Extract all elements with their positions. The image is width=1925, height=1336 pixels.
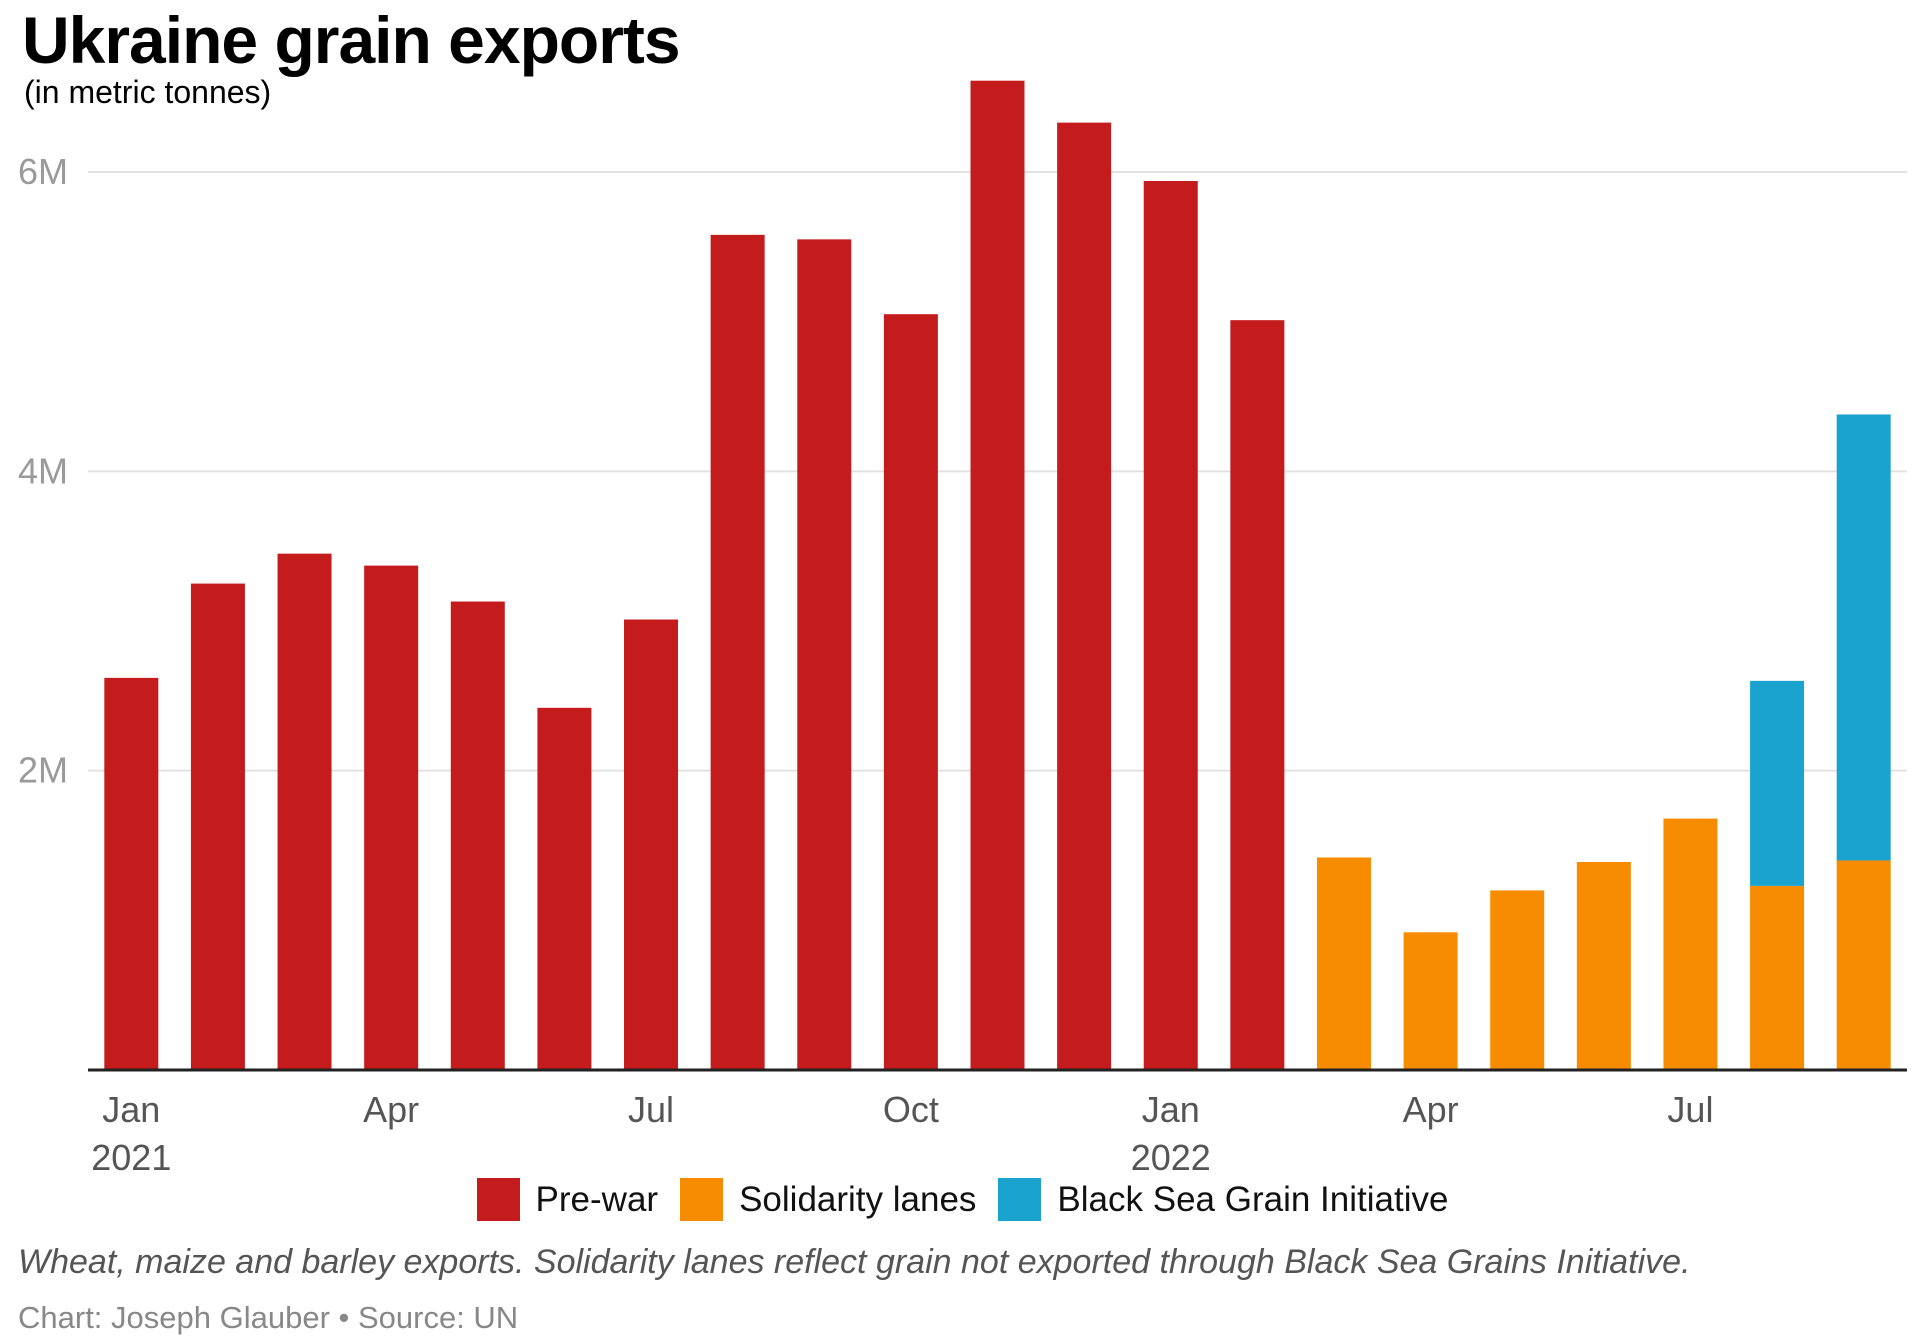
- bar-chart: 2M 4M 6M Jan 2021 Apr Jul Oct Jan 2022 Apr Jul: [18, 80, 1907, 1175]
- bar-pre-war-2021-03: [277, 553, 332, 1070]
- x-axis-ticks: Jan 2021 Apr Jul Oct Jan 2022 Apr Jul: [91, 1089, 1713, 1175]
- legend-item-pre-war: Pre-war: [476, 1178, 659, 1221]
- bar-solidarity-lanes-2022-04: [1403, 932, 1458, 1070]
- bar-solidarity-lanes-2022-09: [1836, 860, 1891, 1070]
- bar-solidarity-lanes-2022-08: [1750, 885, 1805, 1070]
- bar-black-sea-grain-initiative-2022-08: [1750, 680, 1805, 886]
- legend-item-black-sea-grain-initiative: Black Sea Grain Initiative: [998, 1178, 1448, 1221]
- x-tick-label: Oct: [883, 1089, 939, 1130]
- legend-swatch: [998, 1178, 1042, 1221]
- bar-pre-war-2021-12: [1057, 122, 1112, 1071]
- bar-solidarity-lanes-2022-06: [1576, 861, 1631, 1070]
- chart-subtitle: (in metric tonnes): [24, 74, 272, 110]
- x-tick-year: 2021: [91, 1137, 171, 1175]
- x-tick-label: Jul: [628, 1089, 674, 1130]
- y-tick-label: 6M: [18, 151, 68, 192]
- bar-pre-war-2021-10: [883, 314, 938, 1070]
- legend-label: Pre-war: [535, 1179, 659, 1219]
- chart-credit: Chart: Joseph Glauber • Source: UN: [18, 1300, 519, 1335]
- bar-pre-war-2021-08: [710, 234, 765, 1071]
- bar-pre-war-2021-11: [970, 80, 1025, 1071]
- legend-swatch: [476, 1178, 520, 1221]
- bar-solidarity-lanes-2022-03: [1316, 857, 1371, 1070]
- y-tick-label: 4M: [18, 450, 68, 491]
- bar-pre-war-2021-02: [190, 583, 245, 1070]
- x-tick-month: Jul: [1667, 1089, 1713, 1130]
- y-axis-ticks: 2M 4M 6M: [18, 151, 68, 791]
- chart-title: Ukraine grain exports: [22, 3, 681, 77]
- bar-pre-war-2022-02: [1230, 320, 1285, 1070]
- bar-pre-war-2022-01: [1143, 180, 1198, 1071]
- x-tick-label: Jul: [1667, 1089, 1713, 1130]
- legend-swatch: [680, 1178, 724, 1221]
- x-tick-month: Jul: [628, 1089, 674, 1130]
- legend: Pre-war Solidarity lanes Black Sea Grain I…: [0, 1178, 1925, 1221]
- bars: [104, 80, 1891, 1071]
- x-tick-month: Jan: [1142, 1089, 1200, 1130]
- x-tick-month: Oct: [883, 1089, 939, 1130]
- x-tick-month: Apr: [1403, 1089, 1459, 1130]
- legend-label: Solidarity lanes: [739, 1179, 977, 1219]
- chart-note: Wheat, maize and barley exports. Solidar…: [18, 1243, 1691, 1281]
- x-tick-label: Jan 2021: [91, 1089, 171, 1175]
- bar-solidarity-lanes-2022-07: [1663, 818, 1718, 1070]
- x-tick-label: Apr: [1403, 1089, 1459, 1130]
- legend-item-solidarity-lanes: Solidarity lanes: [680, 1178, 976, 1221]
- bar-black-sea-grain-initiative-2022-09: [1836, 414, 1891, 861]
- x-tick-year: 2022: [1131, 1137, 1211, 1175]
- bar-pre-war-2021-04: [364, 565, 419, 1070]
- bar-pre-war-2021-05: [450, 601, 505, 1070]
- bar-pre-war-2021-01: [104, 677, 159, 1070]
- legend-label: Black Sea Grain Initiative: [1057, 1179, 1449, 1219]
- bar-pre-war-2021-06: [537, 707, 592, 1070]
- bar-pre-war-2021-09: [797, 239, 852, 1071]
- x-tick-label: Jan 2022: [1131, 1089, 1211, 1175]
- x-tick-month: Apr: [363, 1089, 419, 1130]
- x-tick-label: Apr: [363, 1089, 419, 1130]
- bar-pre-war-2021-07: [624, 619, 679, 1070]
- bar-solidarity-lanes-2022-05: [1490, 890, 1545, 1070]
- y-tick-label: 2M: [18, 750, 68, 791]
- x-tick-month: Jan: [102, 1089, 160, 1130]
